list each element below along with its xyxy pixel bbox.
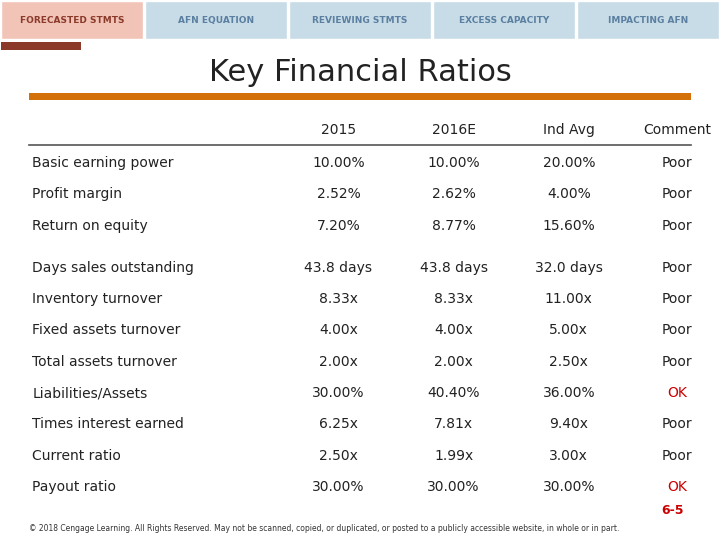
FancyBboxPatch shape xyxy=(289,1,431,39)
FancyBboxPatch shape xyxy=(1,42,81,50)
Text: Poor: Poor xyxy=(662,156,692,170)
FancyBboxPatch shape xyxy=(1,1,143,39)
Text: Fixed assets turnover: Fixed assets turnover xyxy=(32,323,181,338)
FancyBboxPatch shape xyxy=(29,93,691,100)
FancyBboxPatch shape xyxy=(577,1,719,39)
Text: © 2018 Cengage Learning. All Rights Reserved. May not be scanned, copied, or dup: © 2018 Cengage Learning. All Rights Rese… xyxy=(29,524,619,532)
Text: 36.00%: 36.00% xyxy=(542,386,595,400)
Text: IMPACTING AFN: IMPACTING AFN xyxy=(608,16,688,25)
Text: Profit margin: Profit margin xyxy=(32,187,122,201)
Text: 10.00%: 10.00% xyxy=(312,156,365,170)
Text: 4.00%: 4.00% xyxy=(547,187,590,201)
Text: 1.99x: 1.99x xyxy=(434,449,473,463)
Text: Total assets turnover: Total assets turnover xyxy=(32,355,177,369)
Text: 43.8 days: 43.8 days xyxy=(305,261,372,275)
Text: Poor: Poor xyxy=(662,187,692,201)
Text: 30.00%: 30.00% xyxy=(543,480,595,494)
Text: REVIEWING STMTS: REVIEWING STMTS xyxy=(312,16,408,25)
Text: 8.77%: 8.77% xyxy=(432,219,475,233)
Text: 4.00x: 4.00x xyxy=(434,323,473,338)
Text: 2015: 2015 xyxy=(321,123,356,137)
Text: Payout ratio: Payout ratio xyxy=(32,480,117,494)
Text: Poor: Poor xyxy=(662,219,692,233)
Text: Poor: Poor xyxy=(662,292,692,306)
Text: 6-5: 6-5 xyxy=(662,504,684,517)
Text: FORECASTED STMTS: FORECASTED STMTS xyxy=(19,16,125,25)
Text: AFN EQUATION: AFN EQUATION xyxy=(178,16,254,25)
Text: OK: OK xyxy=(667,386,687,400)
Text: Current ratio: Current ratio xyxy=(32,449,121,463)
Text: Inventory turnover: Inventory turnover xyxy=(32,292,163,306)
Text: Basic earning power: Basic earning power xyxy=(32,156,174,170)
Text: 43.8 days: 43.8 days xyxy=(420,261,487,275)
Text: Poor: Poor xyxy=(662,261,692,275)
Text: 2.00x: 2.00x xyxy=(319,355,358,369)
Text: 11.00x: 11.00x xyxy=(545,292,593,306)
Text: 3.00x: 3.00x xyxy=(549,449,588,463)
Text: 30.00%: 30.00% xyxy=(428,480,480,494)
Text: Poor: Poor xyxy=(662,449,692,463)
Text: Days sales outstanding: Days sales outstanding xyxy=(32,261,194,275)
Text: 20.00%: 20.00% xyxy=(543,156,595,170)
Text: Poor: Poor xyxy=(662,355,692,369)
Text: 6.25x: 6.25x xyxy=(319,417,358,431)
Text: 7.81x: 7.81x xyxy=(434,417,473,431)
Text: 30.00%: 30.00% xyxy=(312,386,364,400)
Text: Poor: Poor xyxy=(662,323,692,338)
Text: OK: OK xyxy=(667,480,687,494)
Text: Return on equity: Return on equity xyxy=(32,219,148,233)
Text: 4.00x: 4.00x xyxy=(319,323,358,338)
Text: 2.62%: 2.62% xyxy=(432,187,475,201)
Text: 10.00%: 10.00% xyxy=(427,156,480,170)
Text: 15.60%: 15.60% xyxy=(542,219,595,233)
Text: 5.00x: 5.00x xyxy=(549,323,588,338)
Text: Liabilities/Assets: Liabilities/Assets xyxy=(32,386,148,400)
Text: Times interest earned: Times interest earned xyxy=(32,417,184,431)
Text: Key Financial Ratios: Key Financial Ratios xyxy=(209,58,511,87)
Text: 7.20%: 7.20% xyxy=(317,219,360,233)
Text: Poor: Poor xyxy=(662,417,692,431)
Text: 9.40x: 9.40x xyxy=(549,417,588,431)
Text: EXCESS CAPACITY: EXCESS CAPACITY xyxy=(459,16,549,25)
FancyBboxPatch shape xyxy=(145,1,287,39)
Text: 2.52%: 2.52% xyxy=(317,187,360,201)
Text: 8.33x: 8.33x xyxy=(319,292,358,306)
Text: 32.0 days: 32.0 days xyxy=(535,261,603,275)
Text: 40.40%: 40.40% xyxy=(428,386,480,400)
Text: 2.50x: 2.50x xyxy=(549,355,588,369)
FancyBboxPatch shape xyxy=(433,1,575,39)
Text: 30.00%: 30.00% xyxy=(312,480,364,494)
Text: 2016E: 2016E xyxy=(431,123,476,137)
Text: 2.50x: 2.50x xyxy=(319,449,358,463)
Text: 2.00x: 2.00x xyxy=(434,355,473,369)
Text: Ind Avg: Ind Avg xyxy=(543,123,595,137)
Text: Comment: Comment xyxy=(643,123,711,137)
Text: 8.33x: 8.33x xyxy=(434,292,473,306)
